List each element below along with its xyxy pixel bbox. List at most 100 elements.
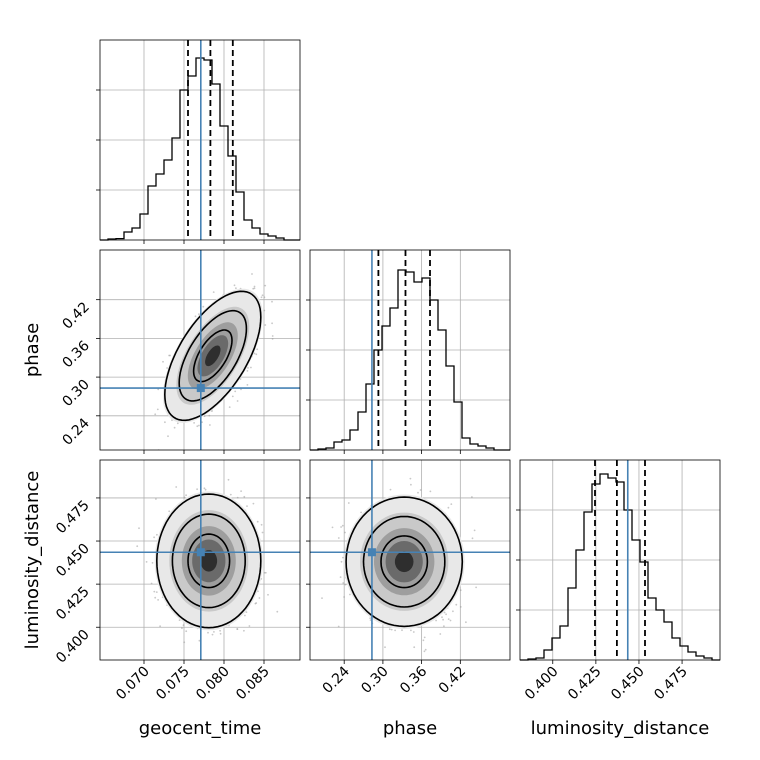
contour-line [380, 535, 429, 589]
sample-point [194, 315, 197, 318]
tick-label-x-phase: 0.36 [397, 663, 430, 696]
sample-point [263, 296, 266, 299]
sample-point [198, 313, 200, 316]
sample-point [447, 618, 450, 620]
axis-label-x-luminosity_distance: luminosity_distance [531, 718, 710, 739]
sample-point [145, 561, 148, 563]
sample-point [231, 395, 234, 398]
sample-point [261, 294, 264, 297]
joint-density [310, 460, 512, 660]
histogram-steps [310, 269, 510, 451]
sample-point [260, 523, 263, 526]
sample-point [510, 564, 512, 566]
joint-phase-luminosity_distance-frame [309, 459, 511, 661]
sample-point [162, 360, 164, 363]
sample-point [349, 593, 351, 596]
sample-point [337, 537, 340, 539]
sample-point [236, 496, 239, 499]
sample-point [250, 366, 252, 369]
sample-point [452, 610, 454, 613]
sample-point [248, 625, 251, 627]
sample-point [166, 367, 169, 369]
sample-point [442, 618, 444, 621]
sample-point [271, 338, 274, 340]
sample-point [203, 487, 206, 490]
sample-point [235, 287, 237, 290]
sample-point [167, 435, 169, 438]
sample-point [151, 562, 154, 564]
sample-point [410, 483, 412, 486]
sample-point [244, 614, 246, 617]
sample-point [157, 599, 160, 601]
sample-point [196, 488, 199, 491]
sample-point [271, 300, 273, 303]
sample-point [465, 621, 467, 624]
sample-point [240, 490, 243, 492]
sample-point [181, 627, 183, 630]
sample-point [331, 526, 334, 529]
sample-point [459, 589, 462, 592]
sample-point [176, 422, 179, 425]
sample-point [394, 629, 396, 632]
sample-point [271, 335, 274, 337]
sample-point [196, 425, 199, 428]
joint-geocent_time-phase-frame [99, 249, 301, 451]
truth-marker [196, 384, 205, 393]
sample-point [339, 576, 342, 578]
sample-point [208, 414, 211, 417]
sample-point [182, 624, 185, 627]
sample-point [203, 415, 206, 418]
sample-point [344, 531, 346, 534]
sample-point [321, 597, 323, 599]
sample-point [445, 613, 447, 616]
tick-label-x-phase: 0.24 [320, 663, 353, 696]
tick-label-x-geocent_time: 0.075 [153, 664, 193, 704]
sample-point [471, 537, 474, 540]
axis-label-x-phase: phase [383, 718, 437, 739]
sample-point [219, 632, 222, 635]
sample-point [471, 496, 473, 498]
sample-point [271, 322, 273, 325]
sample-point [159, 625, 162, 628]
sample-point [185, 494, 188, 497]
sample-point [169, 354, 172, 357]
sample-point [211, 633, 214, 636]
sample-point [258, 597, 261, 599]
tick-label-x-phase: 0.30 [358, 664, 391, 697]
sample-point [342, 582, 345, 584]
tick-label-x-luminosity_distance: 0.425 [565, 664, 605, 704]
contour-line [362, 515, 446, 608]
sample-point [156, 408, 159, 411]
tick-label-y-phase: 0.42 [59, 299, 92, 332]
truth-marker [367, 548, 376, 557]
sample-point [347, 502, 350, 504]
sample-point [384, 646, 386, 649]
sample-point [155, 591, 158, 593]
joint-density [100, 460, 300, 660]
sample-point [447, 506, 450, 509]
sample-point [419, 489, 422, 491]
sample-point [246, 370, 249, 372]
sample-point [155, 498, 157, 500]
contour-line [187, 533, 231, 589]
sample-point [264, 324, 267, 326]
sample-point [202, 305, 205, 308]
axis-label-y-phase: phase [22, 323, 43, 377]
sample-point [175, 486, 178, 488]
sample-point [236, 628, 239, 630]
sample-point [185, 630, 188, 633]
sample-point [276, 610, 279, 613]
sample-point [264, 284, 267, 287]
sample-point [236, 400, 239, 402]
sample-point [422, 639, 425, 642]
sample-point [439, 633, 442, 635]
sample-point [243, 495, 246, 498]
axis-label-y-luminosity_distance: luminosity_distance [22, 471, 43, 650]
tick-label-x-luminosity_distance: 0.475 [651, 664, 691, 704]
sample-point [409, 477, 412, 480]
sample-point [343, 596, 345, 598]
histogram-geocent_time-frame [99, 39, 301, 241]
sample-point [417, 491, 419, 494]
joint-panel-geocent_time-luminosity_distance [96, 460, 300, 664]
tick-label-x-luminosity_distance: 0.450 [608, 664, 648, 704]
